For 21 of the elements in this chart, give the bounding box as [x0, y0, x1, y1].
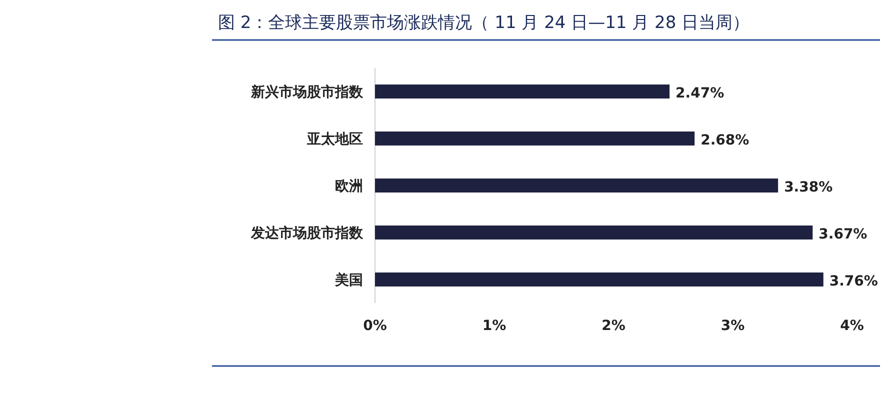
- data-label: 3.76%: [829, 274, 878, 290]
- data-label: 2.47%: [676, 86, 724, 102]
- data-label: 3.67%: [818, 226, 868, 242]
- data-label: 2.68%: [700, 132, 750, 148]
- bar: [375, 226, 813, 240]
- bar: [375, 272, 824, 286]
- y-tick-label: 亚太地区: [306, 132, 363, 148]
- bar: [375, 178, 778, 192]
- bar: [375, 84, 670, 98]
- x-tick-label: 4%: [840, 318, 864, 334]
- x-tick-label: 1%: [482, 318, 506, 334]
- chart-title: 图 2：全球主要股票市场涨跌情况（ 11 月 24 日—11 月 28 日当周）: [218, 13, 750, 33]
- y-tick-label: 美国: [334, 272, 363, 288]
- bar: [375, 132, 695, 146]
- y-tick-label: 发达市场股市指数: [250, 224, 364, 242]
- y-tick-label: 新兴市场股市指数: [250, 84, 364, 100]
- x-tick-label: 0%: [363, 318, 387, 334]
- x-tick-label: 2%: [602, 318, 626, 334]
- data-label: 3.38%: [784, 180, 833, 196]
- x-tick-label: 3%: [720, 318, 745, 334]
- y-tick-label: 欧洲: [335, 178, 363, 194]
